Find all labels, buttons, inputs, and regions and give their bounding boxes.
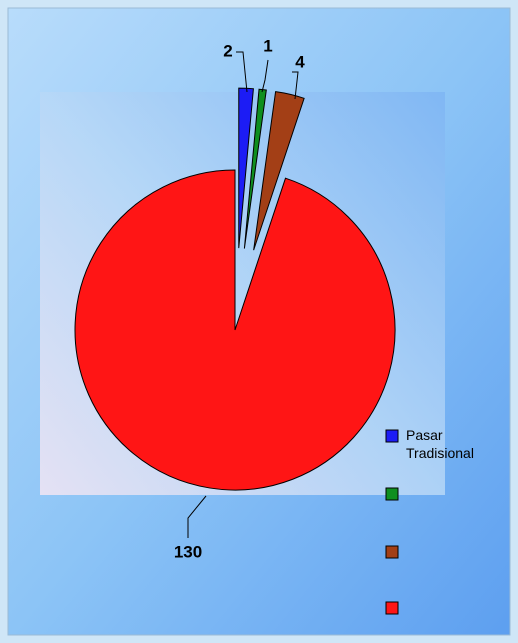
legend-swatch xyxy=(385,487,399,501)
legend-label: Pasar Tradisional xyxy=(406,427,474,461)
legend-swatch xyxy=(385,429,399,443)
leader-line xyxy=(261,59,269,93)
leader-line xyxy=(187,495,207,538)
pie-slice xyxy=(238,87,254,249)
data-label: 130 xyxy=(174,542,202,561)
legend-swatch xyxy=(385,601,399,615)
legend-swatch xyxy=(385,545,399,559)
leader-line xyxy=(236,51,248,93)
pie-slice xyxy=(253,91,305,251)
pie-slice xyxy=(74,169,396,491)
data-label: 1 xyxy=(263,36,272,55)
leader-line xyxy=(292,71,299,100)
data-label: 4 xyxy=(295,52,305,71)
data-label: 2 xyxy=(223,41,232,60)
